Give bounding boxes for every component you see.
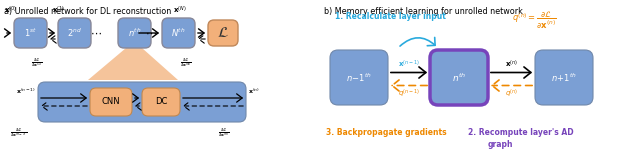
- FancyBboxPatch shape: [330, 50, 388, 105]
- Text: 3. Backpropagate gradients: 3. Backpropagate gradients: [326, 128, 447, 137]
- Text: $\mathcal{L}$: $\mathcal{L}$: [217, 26, 229, 40]
- Polygon shape: [88, 48, 178, 80]
- Text: $\cdots$: $\cdots$: [145, 28, 157, 38]
- Text: DC: DC: [155, 97, 167, 106]
- FancyBboxPatch shape: [118, 18, 151, 48]
- FancyBboxPatch shape: [430, 50, 488, 105]
- Text: $n\!-\!1^{th}$: $n\!-\!1^{th}$: [346, 71, 372, 84]
- FancyBboxPatch shape: [58, 18, 91, 48]
- Text: $q^{(n-1)}$: $q^{(n-1)}$: [398, 88, 420, 100]
- Text: $\frac{\partial\mathcal{L}}{\partial\mathbf{x}^{(N)}}$: $\frac{\partial\mathcal{L}}{\partial\mat…: [180, 56, 192, 69]
- Text: $\frac{\partial\mathcal{L}}{\partial\mathbf{x}^{(n)}}$: $\frac{\partial\mathcal{L}}{\partial\mat…: [218, 126, 230, 139]
- Text: a) Unrolled network for DL reconstruction: a) Unrolled network for DL reconstructio…: [4, 7, 172, 16]
- Text: $\cdots$: $\cdots$: [90, 28, 102, 38]
- FancyBboxPatch shape: [162, 18, 195, 48]
- Text: $\mathbf{x}^{(n-1)}$: $\mathbf{x}^{(n-1)}$: [398, 59, 420, 70]
- Text: $q^{(n)} = \dfrac{\partial\mathcal{L}}{\partial\mathbf{x}^{(n)}}$: $q^{(n)} = \dfrac{\partial\mathcal{L}}{\…: [512, 10, 557, 31]
- Text: $n\!+\!1^{th}$: $n\!+\!1^{th}$: [551, 71, 577, 84]
- Text: $\mathbf{x}^{(0)}$: $\mathbf{x}^{(0)}$: [4, 5, 17, 16]
- Text: $\frac{\partial\mathcal{L}}{\partial\mathbf{x}^{(n-1)}}$: $\frac{\partial\mathcal{L}}{\partial\mat…: [10, 126, 28, 139]
- Text: 2. Recompute layer's AD: 2. Recompute layer's AD: [468, 128, 573, 137]
- Text: $q^{(n)}$: $q^{(n)}$: [505, 88, 518, 100]
- FancyBboxPatch shape: [208, 20, 238, 46]
- FancyBboxPatch shape: [38, 82, 246, 122]
- FancyBboxPatch shape: [142, 88, 180, 116]
- Text: $\mathbf{x}^{(n-1)}$: $\mathbf{x}^{(n-1)}$: [16, 87, 36, 96]
- Text: $1^{st}$: $1^{st}$: [24, 27, 37, 39]
- Text: $n^{th}$: $n^{th}$: [452, 71, 466, 84]
- Text: CNN: CNN: [102, 97, 120, 106]
- Text: $N^{th}$: $N^{th}$: [172, 27, 186, 39]
- FancyBboxPatch shape: [535, 50, 593, 105]
- Text: $\frac{\partial\mathcal{L}}{\partial\mathbf{x}^{(1)}}$: $\frac{\partial\mathcal{L}}{\partial\mat…: [31, 56, 43, 69]
- Text: $\mathbf{x}^{(n)}$: $\mathbf{x}^{(n)}$: [505, 59, 518, 70]
- FancyBboxPatch shape: [14, 18, 47, 48]
- Text: b) Memory efficient learning for unrolled network: b) Memory efficient learning for unrolle…: [324, 7, 523, 16]
- Text: $\mathbf{x}^{(n)}$: $\mathbf{x}^{(n)}$: [248, 87, 260, 96]
- Text: $\mathbf{x}^{(1)}$: $\mathbf{x}^{(1)}$: [52, 5, 65, 16]
- FancyBboxPatch shape: [90, 88, 132, 116]
- Text: 1. Recalculate layer input: 1. Recalculate layer input: [335, 12, 445, 21]
- Text: graph: graph: [488, 140, 513, 149]
- Text: $\mathbf{x}^{(N)}$: $\mathbf{x}^{(N)}$: [173, 5, 187, 16]
- Text: $2^{nd}$: $2^{nd}$: [67, 27, 82, 39]
- Text: $n^{th}$: $n^{th}$: [128, 27, 141, 39]
